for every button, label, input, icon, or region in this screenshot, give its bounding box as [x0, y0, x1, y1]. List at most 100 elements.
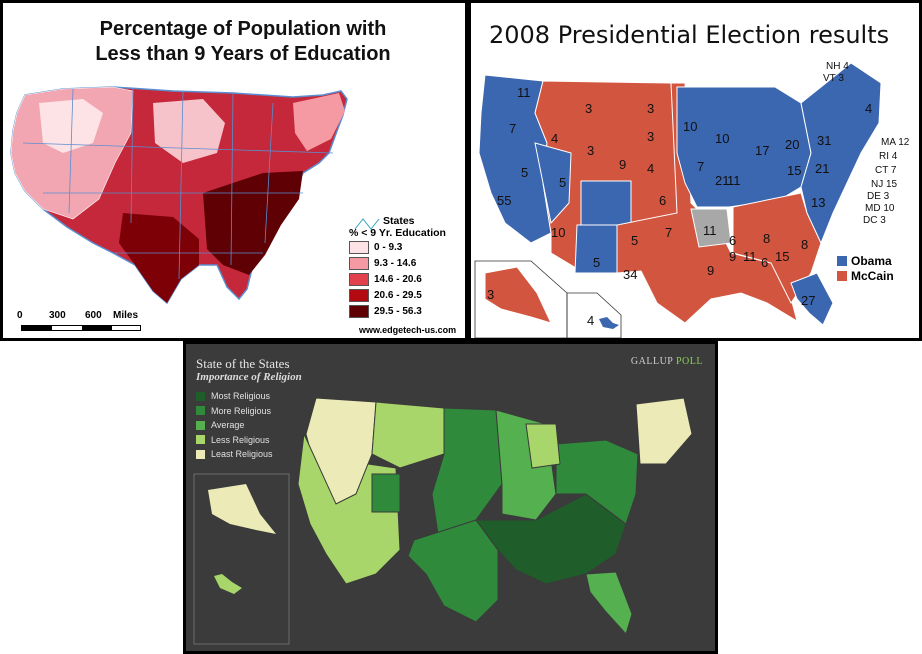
- northwest-pale-region: [39, 99, 103, 153]
- obama-swatch: [837, 255, 847, 266]
- legend-label: 20.6 - 29.5: [374, 290, 422, 301]
- alaska-shape: [208, 484, 276, 534]
- legend-obama: Obama: [837, 253, 894, 268]
- legend-row: 0 - 9.3: [349, 240, 446, 255]
- utah-more: [371, 473, 401, 513]
- legend-swatch: [349, 305, 369, 318]
- small-state-label: DE 3: [867, 191, 890, 202]
- electoral-vote-label: 3: [647, 101, 655, 116]
- map-title: Percentage of Population with Less than …: [33, 17, 453, 67]
- title-line-2: Less than 9 Years of Education: [95, 43, 391, 65]
- legend-label: Least Religious: [211, 449, 273, 460]
- electoral-vote-label: 6: [761, 255, 769, 270]
- south-dark-region: [203, 171, 303, 275]
- small-state-label: NJ 15: [871, 179, 898, 190]
- legend-label: More Religious: [211, 405, 272, 416]
- election-map-panel: 2008 Presidential Election results 11 7 5 5…: [468, 0, 922, 341]
- legend-row: Average: [196, 418, 273, 433]
- electoral-vote-label: 17: [755, 143, 770, 158]
- florida-obama: [790, 272, 834, 326]
- legend-swatch: [196, 406, 205, 416]
- texas-more: [407, 519, 499, 623]
- electoral-vote-label: 31: [817, 133, 832, 148]
- scale-tick-0: 0: [17, 310, 23, 321]
- scale-bar: [21, 325, 141, 331]
- election-legend: Obama McCain: [837, 253, 894, 283]
- legend-label: Most Religious: [211, 391, 271, 402]
- gallup-poll: POLL: [676, 356, 703, 367]
- small-state-label: NH 4: [826, 61, 849, 72]
- legend-header: % < 9 Yr. Education: [349, 227, 446, 239]
- electoral-vote-label: 3: [587, 143, 595, 158]
- northeast-light-region: [293, 93, 345, 151]
- obama-label: Obama: [851, 253, 892, 268]
- hawaii-shape: [214, 574, 242, 594]
- religion-map-panel: State of the States Importance of Religi…: [183, 341, 718, 654]
- scale-unit: Miles: [113, 310, 139, 321]
- religion-map-graphic: [193, 397, 693, 645]
- south-most: [475, 493, 627, 585]
- east-more: [555, 439, 639, 525]
- electoral-vote-label: 8: [801, 237, 809, 252]
- electoral-vote-label: 7: [697, 159, 705, 174]
- legend-swatch: [196, 391, 205, 401]
- electoral-vote-label: 11: [743, 249, 757, 264]
- electoral-vote-label: 7: [509, 121, 517, 136]
- electoral-vote-label: 4: [551, 131, 559, 146]
- gallup-subtitle: Importance of Religion: [196, 371, 302, 383]
- west-less: [297, 432, 401, 585]
- electoral-vote-label: 3: [647, 129, 655, 144]
- electoral-vote-label: 4: [865, 101, 873, 116]
- south-mccain: [732, 192, 822, 304]
- northeast-least: [635, 397, 693, 465]
- legend-row: Least Religious: [196, 447, 273, 462]
- legend-row: Less Religious: [196, 433, 273, 448]
- electoral-vote-label: 13: [811, 195, 826, 210]
- electoral-vote-label: 11: [727, 173, 741, 188]
- electoral-vote-label: 10: [551, 225, 566, 240]
- electoral-vote-label: 9: [707, 263, 715, 278]
- legend-label: Average: [211, 420, 245, 431]
- electoral-vote-label: 15: [775, 249, 790, 264]
- electoral-vote-label: 11: [703, 223, 717, 238]
- electoral-vote-label: 3: [487, 287, 495, 302]
- east-obama: [800, 62, 882, 245]
- small-state-label: VT 3: [823, 73, 844, 84]
- electoral-vote-label: 4: [647, 161, 655, 176]
- electoral-vote-label: 27: [801, 293, 816, 308]
- colorado-obama: [580, 180, 632, 226]
- small-state-label: MA 12: [881, 137, 910, 148]
- electoral-vote-label: 21: [715, 173, 730, 188]
- legend-label: 29.5 - 56.3: [374, 306, 422, 317]
- religion-legend: Most Religious More Religious Average Less …: [196, 389, 273, 462]
- legend-label: 0 - 9.3: [374, 242, 403, 253]
- legend-states-label: States: [383, 215, 415, 227]
- legend-label: 14.6 - 20.6: [374, 274, 422, 285]
- hawaii-inset-frame: [566, 292, 622, 338]
- legend-swatch: [349, 241, 369, 254]
- electoral-vote-label: 10: [683, 119, 698, 134]
- electoral-vote-label: 5: [593, 255, 601, 270]
- gallup-title: State of the States: [196, 356, 290, 371]
- plains-pale-region: [153, 99, 225, 163]
- wisconsin-less: [525, 423, 561, 469]
- alaska-mccain: [484, 266, 552, 324]
- scale-arrow: [354, 218, 380, 230]
- electoral-vote-label: 6: [729, 233, 737, 248]
- electoral-vote-label: 5: [559, 175, 567, 190]
- gallup-brand: GALLUP: [630, 356, 673, 367]
- electoral-vote-label: 4: [587, 313, 595, 328]
- electoral-vote-label: 6: [659, 193, 667, 208]
- legend-swatch: [196, 420, 205, 430]
- florida-average: [585, 571, 633, 635]
- electoral-vote-label: 10: [715, 131, 730, 146]
- nevada-obama: [534, 142, 572, 225]
- legend-row: 9.3 - 14.6: [349, 256, 446, 271]
- legend-mccain: McCain: [837, 268, 894, 283]
- electoral-vote-label: 5: [521, 165, 529, 180]
- electoral-vote-label: 34: [623, 267, 638, 282]
- legend-swatch: [196, 435, 205, 445]
- legend-swatch: [196, 449, 205, 459]
- legend-row: More Religious: [196, 404, 273, 419]
- electoral-vote-label: 20: [785, 137, 800, 152]
